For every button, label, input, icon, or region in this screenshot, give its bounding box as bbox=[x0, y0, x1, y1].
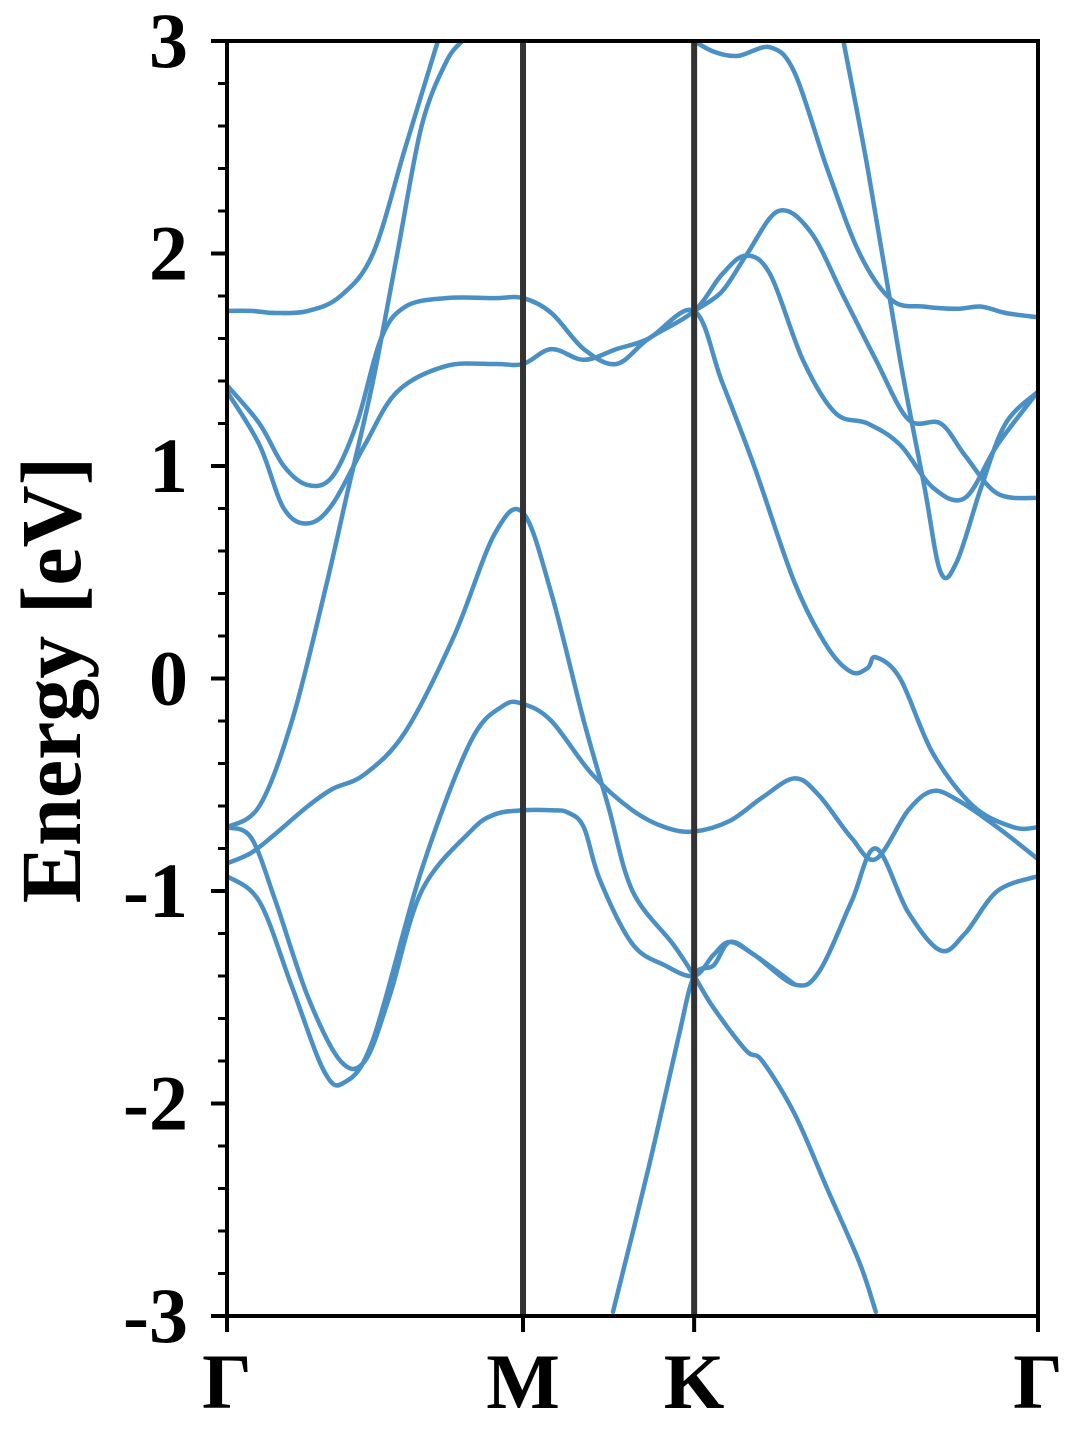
band-line-2 bbox=[227, 506, 879, 1315]
band-line-5 bbox=[227, 307, 1038, 832]
band-line-1 bbox=[227, 699, 1038, 1088]
high-symmetry-lines bbox=[520, 41, 698, 1316]
band-line-8 bbox=[691, 41, 1038, 320]
x-tick-label: Γ bbox=[202, 1338, 252, 1425]
y-tick-label: -1 bbox=[123, 847, 188, 934]
y-axis-ticks: 3 2 1 0 -1 -2 -3 bbox=[123, 0, 227, 1359]
band-line-11 bbox=[691, 207, 1038, 501]
x-tick-label: Γ bbox=[1013, 1338, 1063, 1425]
band-line-7 bbox=[227, 41, 441, 316]
y-tick-label: 1 bbox=[149, 422, 188, 509]
y-tick-label: 0 bbox=[149, 635, 188, 722]
y-axis-label: Energy [eV] bbox=[3, 457, 99, 904]
plot-frame bbox=[225, 39, 1040, 1318]
y-tick-label: -3 bbox=[123, 1272, 188, 1359]
x-tick-label: M bbox=[486, 1338, 560, 1425]
y-tick-label: 3 bbox=[149, 0, 188, 84]
band-line-9 bbox=[610, 939, 797, 1315]
band-line-4 bbox=[227, 41, 465, 830]
y-tick-label: -2 bbox=[123, 1060, 188, 1147]
y-tick-label: 2 bbox=[149, 210, 188, 297]
x-tick-label: K bbox=[664, 1338, 725, 1425]
band-line-10 bbox=[841, 41, 1038, 581]
band-line-3 bbox=[227, 807, 1038, 1072]
band-lines bbox=[227, 41, 1038, 1315]
band-line-6 bbox=[227, 253, 1038, 503]
